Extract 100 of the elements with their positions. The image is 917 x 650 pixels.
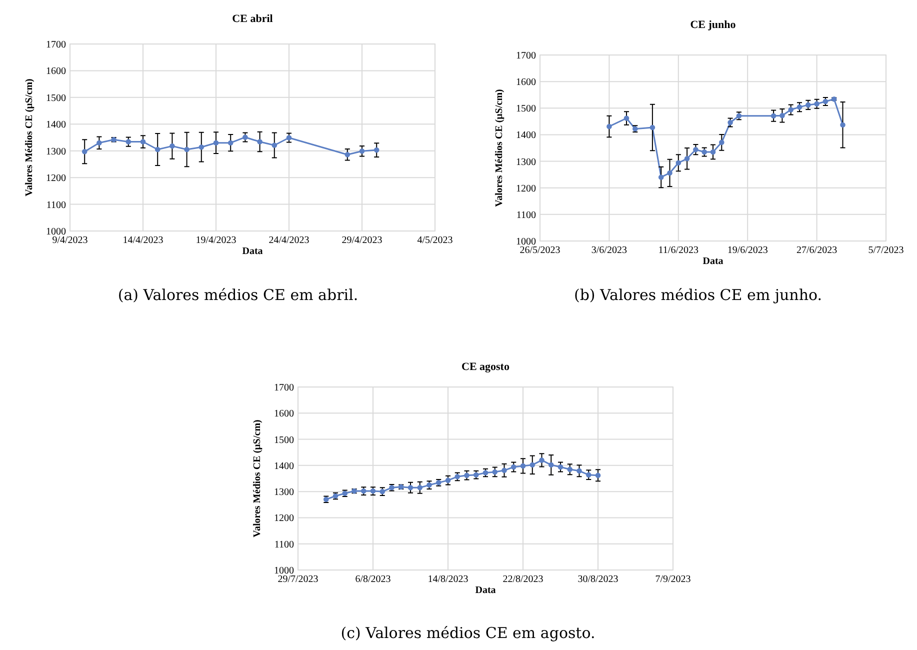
text: (b) Valores médios CE em junho. — [574, 286, 822, 304]
point — [770, 113, 776, 118]
point — [213, 140, 219, 146]
y-tick-label: 1500 — [516, 104, 536, 115]
point — [272, 142, 278, 148]
point — [530, 462, 536, 468]
chart-title: CE abril — [232, 13, 273, 25]
x-tick-label: 9/4/2023 — [52, 235, 88, 246]
point — [814, 101, 820, 107]
y-tick-label: 1100 — [46, 200, 66, 211]
point — [344, 152, 350, 158]
y-tick-label: 1000 — [516, 236, 536, 248]
point — [492, 469, 498, 475]
y-tick-label: 1000 — [46, 226, 66, 238]
y-axis-title: Valores Médios CE (µS/cm) — [252, 420, 263, 538]
text: (c) Valores médios CE em agosto. — [340, 624, 596, 642]
point — [595, 472, 601, 478]
x-tick-label: 19/6/2023 — [727, 245, 768, 256]
y-tick-label: 1700 — [274, 382, 294, 394]
point — [510, 464, 516, 470]
point — [96, 140, 102, 146]
point — [806, 102, 811, 108]
y-tick-label: 1500 — [274, 434, 294, 446]
y-tick-label: 1700 — [516, 50, 536, 62]
y-tick-label: 1200 — [516, 183, 536, 194]
chart-title: CE agosto — [462, 361, 510, 373]
point — [464, 472, 470, 478]
chart-title: CE junho — [690, 19, 736, 31]
point — [796, 104, 802, 110]
point — [520, 463, 526, 469]
point — [184, 146, 190, 152]
y-axis-title: Valores Médios CE (µS/cm) — [24, 78, 35, 196]
x-tick-label: 22/8/2023 — [502, 574, 544, 585]
y-tick-label: 1700 — [46, 40, 66, 50]
x-tick-label: 14/8/2023 — [428, 574, 468, 585]
point — [684, 156, 690, 162]
point — [840, 122, 846, 128]
y-axis-title: Valores Médios CE (µS/cm) — [494, 89, 505, 207]
point — [576, 468, 582, 474]
x-tick-label: 6/8/2023 — [355, 574, 391, 585]
y-tick-label: 1200 — [274, 513, 294, 524]
point — [257, 139, 262, 144]
point — [719, 140, 724, 146]
point — [198, 144, 204, 150]
point — [417, 485, 423, 490]
point — [567, 466, 573, 472]
x-tick-label: 29/4/2023 — [342, 235, 382, 246]
y-tick-label: 1300 — [274, 487, 294, 498]
y-tick-label: 1600 — [274, 408, 294, 420]
point — [170, 143, 175, 149]
point — [558, 464, 564, 470]
point — [788, 107, 794, 112]
y-tick-label: 1600 — [516, 77, 536, 88]
point — [586, 472, 592, 478]
point — [242, 134, 248, 140]
x-tick-label: 14/4/2023 — [122, 235, 164, 246]
point — [140, 139, 146, 144]
x-tick-label: 29/7/2023 — [278, 574, 318, 585]
point — [286, 135, 292, 140]
point — [780, 112, 785, 118]
x-axis-title: Data — [475, 585, 496, 596]
y-tick-label: 1400 — [46, 120, 66, 131]
point — [676, 160, 682, 166]
y-tick-label: 1500 — [46, 92, 66, 104]
x-tick-label: 30/8/2023 — [578, 574, 618, 585]
y-tick-label: 1200 — [46, 173, 66, 184]
x-tick-label: 5/7/2023 — [868, 245, 904, 256]
x-tick-label: 24/4/2023 — [268, 235, 310, 246]
x-tick-label: 27/6/2023 — [796, 245, 838, 256]
x-tick-label: 26/5/2023 — [520, 245, 560, 256]
point — [374, 147, 380, 153]
x-tick-label: 7/9/2023 — [655, 574, 691, 585]
point — [539, 458, 544, 463]
x-tick-label: 3/6/2023 — [591, 245, 627, 256]
point — [154, 146, 160, 152]
x-tick-label: 11/6/2023 — [658, 245, 698, 256]
point — [606, 124, 612, 130]
point — [650, 124, 656, 130]
x-axis-title: Data — [702, 256, 724, 267]
point — [82, 149, 88, 154]
y-tick-label: 1000 — [274, 566, 294, 576]
y-tick-label: 1100 — [516, 210, 536, 221]
point — [126, 139, 132, 144]
point — [658, 174, 664, 180]
point — [710, 149, 716, 155]
text: (a) Valores médios CE em abril. — [118, 286, 358, 304]
x-axis-title: Data — [242, 246, 263, 257]
y-tick-label: 1600 — [46, 66, 66, 78]
y-tick-label: 1400 — [516, 130, 536, 142]
point — [693, 146, 698, 152]
x-tick-label: 4/5/2023 — [417, 235, 453, 246]
point — [359, 148, 365, 154]
y-tick-label: 1100 — [274, 539, 294, 550]
point — [667, 170, 672, 176]
y-tick-label: 1400 — [274, 460, 294, 472]
x-tick-label: 19/4/2023 — [196, 235, 236, 246]
point — [228, 140, 234, 146]
point — [548, 462, 554, 468]
point — [408, 485, 414, 490]
y-tick-label: 1300 — [46, 146, 66, 158]
